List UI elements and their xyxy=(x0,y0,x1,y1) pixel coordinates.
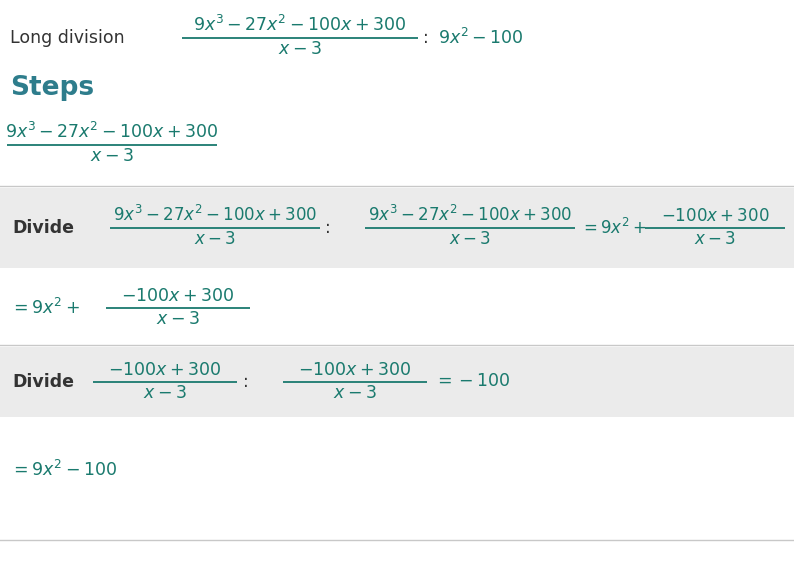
Text: Long division: Long division xyxy=(10,29,125,47)
Text: Divide: Divide xyxy=(12,219,74,237)
Text: $-100x + 300$: $-100x + 300$ xyxy=(299,362,411,379)
Text: $9x^3 - 27x^2 - 100x + 300$: $9x^3 - 27x^2 - 100x + 300$ xyxy=(6,122,218,142)
Text: $x - 3$: $x - 3$ xyxy=(156,311,200,328)
FancyBboxPatch shape xyxy=(0,188,794,268)
Text: Steps: Steps xyxy=(10,75,94,101)
Text: Divide: Divide xyxy=(12,373,74,391)
FancyBboxPatch shape xyxy=(0,347,794,417)
Text: $-100x + 300$: $-100x + 300$ xyxy=(121,288,235,305)
Text: $x - 3$: $x - 3$ xyxy=(143,385,187,402)
Text: $9x^3 - 27x^2 - 100x + 300$: $9x^3 - 27x^2 - 100x + 300$ xyxy=(194,15,407,35)
Text: $x - 3$: $x - 3$ xyxy=(194,231,236,248)
Text: $x - 3$: $x - 3$ xyxy=(91,148,134,165)
Text: $= -100$: $= -100$ xyxy=(434,374,511,391)
Text: $9x^2 - 100$: $9x^2 - 100$ xyxy=(438,28,524,48)
Text: $x - 3$: $x - 3$ xyxy=(278,41,322,58)
Text: $x - 3$: $x - 3$ xyxy=(694,231,736,248)
Text: :: : xyxy=(243,373,249,391)
Text: :: : xyxy=(423,29,429,47)
Text: $x - 3$: $x - 3$ xyxy=(449,231,491,248)
Text: :: : xyxy=(325,219,331,237)
Text: $-100x + 300$: $-100x + 300$ xyxy=(661,208,769,225)
Text: $9x^3 - 27x^2 - 100x + 300$: $9x^3 - 27x^2 - 100x + 300$ xyxy=(113,205,317,225)
Text: $x - 3$: $x - 3$ xyxy=(333,385,377,402)
Text: $-100x + 300$: $-100x + 300$ xyxy=(108,362,222,379)
Text: $= 9x^2 - 100$: $= 9x^2 - 100$ xyxy=(10,460,117,480)
Text: $= 9x^2 +$: $= 9x^2 +$ xyxy=(10,298,80,318)
Text: $9x^3 - 27x^2 - 100x + 300$: $9x^3 - 27x^2 - 100x + 300$ xyxy=(368,205,572,225)
Text: $= 9x^2 +$: $= 9x^2 +$ xyxy=(580,218,647,238)
